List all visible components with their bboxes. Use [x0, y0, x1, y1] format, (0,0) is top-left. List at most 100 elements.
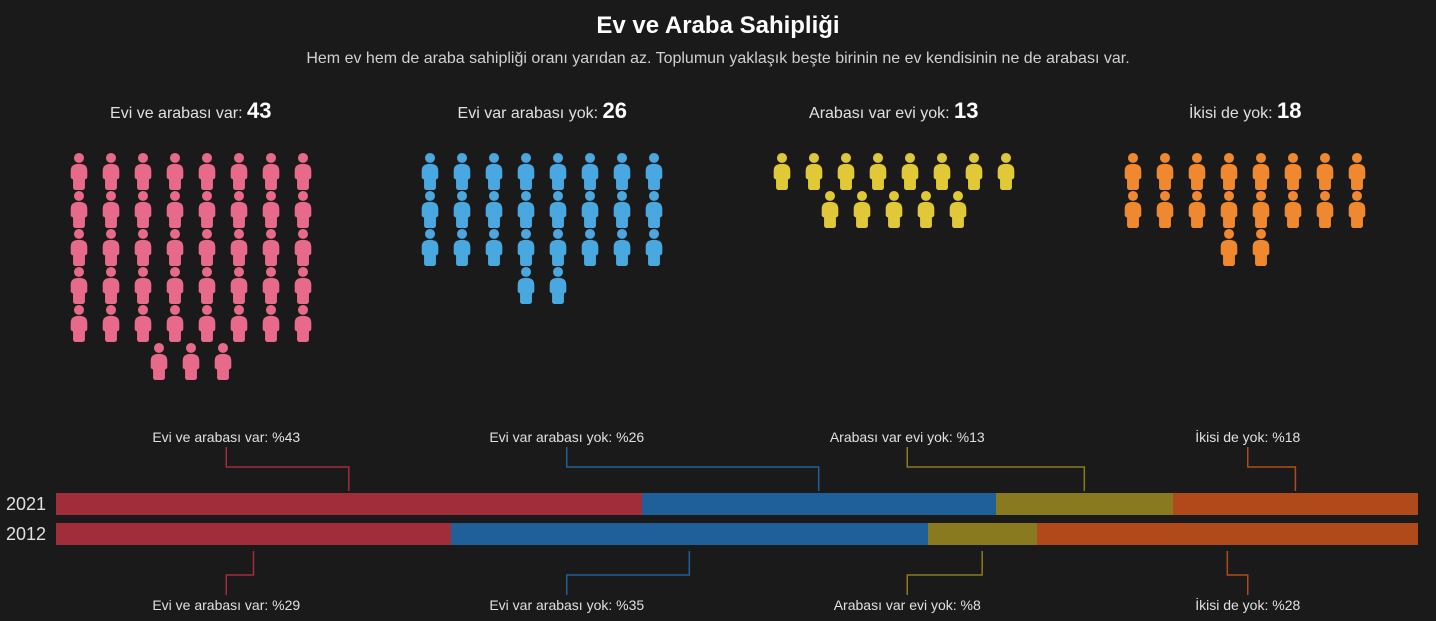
person-icon	[64, 228, 94, 266]
person-icon	[288, 190, 318, 228]
person-icon	[943, 190, 973, 228]
person-icon	[511, 190, 541, 228]
bar-segment	[1173, 493, 1418, 515]
person-icon	[607, 152, 637, 190]
person-icon	[895, 152, 925, 190]
leader-label-top: İkisi de yok: %18	[1195, 429, 1300, 445]
person-icon	[288, 266, 318, 304]
leader-line	[567, 447, 819, 491]
person-icon	[192, 304, 222, 342]
leader-label-bottom: Evi var arabası yok: %35	[489, 597, 644, 613]
person-icon	[1150, 152, 1180, 190]
person-icon	[1278, 152, 1308, 190]
person-icon	[96, 152, 126, 190]
person-icon	[415, 190, 445, 228]
person-icon	[1118, 190, 1148, 228]
person-icon	[192, 190, 222, 228]
category-label: İkisi de yok:	[1189, 105, 1277, 122]
person-icon	[64, 190, 94, 228]
person-icon	[415, 152, 445, 190]
person-icon	[1246, 152, 1276, 190]
category-label: Evi ve arabası var:	[110, 105, 247, 122]
person-icon	[767, 152, 797, 190]
page-title: Ev ve Araba Sahipliği	[0, 0, 1436, 40]
leader-label-top: Evi var arabası yok: %26	[489, 429, 644, 445]
category-headers: Evi ve arabası var: 43 Evi var arabası yo…	[0, 68, 1436, 124]
person-icon	[511, 228, 541, 266]
person-icon	[543, 228, 573, 266]
leader-line	[907, 447, 1084, 491]
category-label: Arabası var evi yok:	[809, 105, 954, 122]
person-icon	[192, 152, 222, 190]
pictogram-column	[1075, 152, 1417, 380]
person-icon	[959, 152, 989, 190]
leader-line	[226, 551, 253, 595]
person-icon	[256, 190, 286, 228]
person-icon	[1214, 152, 1244, 190]
category-header: Evi ve arabası var: 43	[20, 98, 362, 124]
bar-segment	[996, 493, 1173, 515]
bar-year-label: 2021	[0, 494, 56, 515]
bar-row: 2012	[0, 521, 1424, 547]
person-icon	[1182, 190, 1212, 228]
person-icon	[863, 152, 893, 190]
leader-label-top: Arabası var evi yok: %13	[830, 429, 985, 445]
leader-line	[907, 551, 982, 595]
person-icon	[815, 190, 845, 228]
person-icon	[256, 266, 286, 304]
person-icon	[176, 342, 206, 380]
person-icon	[479, 190, 509, 228]
category-label: Evi var arabası yok:	[458, 105, 603, 122]
person-icon	[256, 304, 286, 342]
person-icon	[639, 152, 669, 190]
person-icon	[160, 266, 190, 304]
person-icon	[224, 190, 254, 228]
bar-segment	[56, 523, 451, 545]
person-icon	[64, 152, 94, 190]
bar-segment	[1037, 523, 1418, 545]
person-icon	[847, 190, 877, 228]
person-icon	[160, 190, 190, 228]
person-icon	[879, 190, 909, 228]
pictogram-column	[723, 152, 1065, 380]
person-icon	[224, 152, 254, 190]
leader-line	[226, 447, 349, 491]
person-icon	[208, 342, 238, 380]
leaders-bottom: Evi ve arabası var: %29Evi var arabası y…	[56, 551, 1418, 613]
person-icon	[128, 304, 158, 342]
person-icon	[543, 266, 573, 304]
category-value: 26	[602, 98, 626, 123]
category-value: 18	[1277, 98, 1301, 123]
pictogram-row	[0, 124, 1436, 380]
leader-line	[567, 551, 690, 595]
person-icon	[224, 266, 254, 304]
person-icon	[128, 228, 158, 266]
person-icon	[415, 228, 445, 266]
person-icon	[96, 304, 126, 342]
pictogram-column	[20, 152, 362, 380]
person-icon	[96, 266, 126, 304]
bar-track	[56, 523, 1418, 545]
category-header: Evi var arabası yok: 26	[372, 98, 714, 124]
person-icon	[447, 228, 477, 266]
category-header: Arabası var evi yok: 13	[723, 98, 1065, 124]
bar-segment	[642, 493, 996, 515]
person-icon	[607, 190, 637, 228]
bars-section: Evi ve arabası var: %43Evi var arabası y…	[0, 429, 1436, 613]
person-icon	[1342, 152, 1372, 190]
person-icon	[1246, 190, 1276, 228]
person-icon	[128, 190, 158, 228]
person-icon	[288, 228, 318, 266]
person-icon	[288, 304, 318, 342]
person-icon	[1150, 190, 1180, 228]
person-icon	[575, 152, 605, 190]
person-icon	[511, 152, 541, 190]
person-icon	[1214, 228, 1244, 266]
person-icon	[479, 152, 509, 190]
person-icon	[991, 152, 1021, 190]
leader-line	[1227, 551, 1247, 595]
person-icon	[575, 228, 605, 266]
person-icon	[1246, 228, 1276, 266]
person-icon	[160, 228, 190, 266]
person-icon	[64, 304, 94, 342]
